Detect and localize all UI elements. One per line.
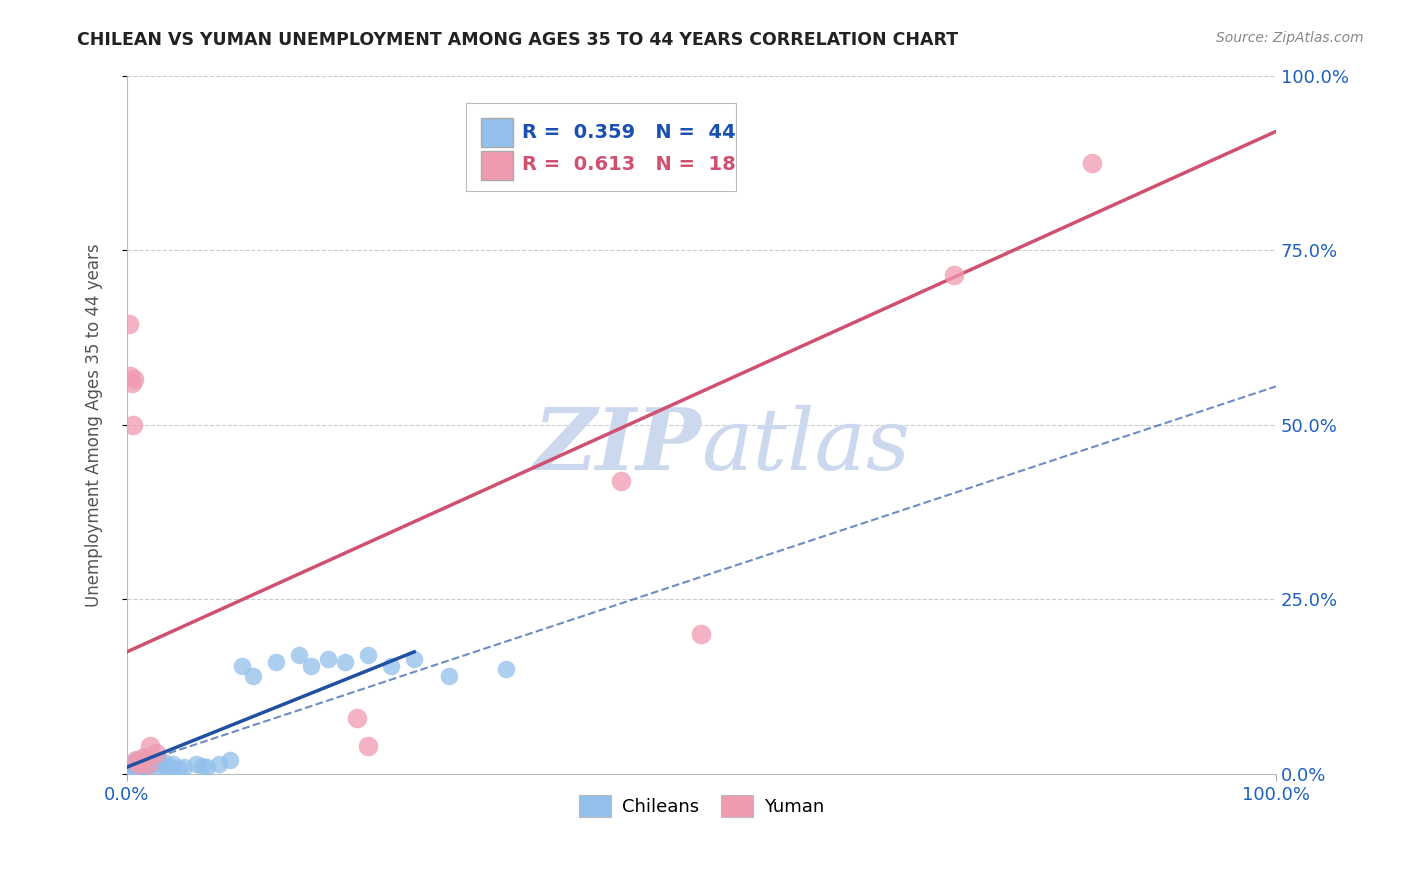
Point: [1081, 156, 1104, 170]
Point: [124, 755, 146, 769]
Text: CHILEAN VS YUMAN UNEMPLOYMENT AMONG AGES 35 TO 44 YEARS CORRELATION CHART: CHILEAN VS YUMAN UNEMPLOYMENT AMONG AGES…: [77, 31, 959, 49]
Legend: Chileans, Yuman: Chileans, Yuman: [571, 788, 831, 824]
Point: [156, 758, 179, 772]
Point: [346, 711, 368, 725]
Point: [148, 758, 170, 772]
Point: [125, 753, 148, 767]
Point: [231, 658, 253, 673]
Point: [118, 317, 141, 331]
Point: [943, 268, 966, 282]
Point: [145, 746, 167, 760]
Point: [121, 758, 143, 772]
Point: [299, 658, 322, 673]
Point: [159, 760, 181, 774]
Point: [134, 753, 156, 767]
Point: [242, 669, 264, 683]
Point: [190, 758, 212, 772]
Point: [266, 656, 288, 670]
Point: [357, 739, 380, 754]
Point: [184, 756, 207, 771]
Point: [128, 758, 150, 772]
FancyBboxPatch shape: [465, 103, 735, 191]
Point: [139, 739, 162, 754]
Point: [150, 756, 173, 771]
Point: [380, 658, 402, 673]
Point: [125, 753, 148, 767]
Point: [120, 762, 142, 776]
Point: [288, 648, 311, 663]
Point: [121, 376, 143, 390]
Point: [127, 756, 149, 771]
Point: [690, 627, 713, 641]
Point: [195, 760, 218, 774]
Point: [120, 368, 142, 383]
Point: [173, 760, 195, 774]
Point: [404, 652, 426, 666]
Point: [134, 749, 156, 764]
Y-axis label: Unemployment Among Ages 35 to 44 years: Unemployment Among Ages 35 to 44 years: [86, 243, 103, 607]
Text: R =  0.359   N =  44: R = 0.359 N = 44: [522, 122, 735, 142]
FancyBboxPatch shape: [481, 118, 513, 147]
Point: [167, 762, 190, 776]
Point: [610, 474, 633, 488]
Point: [127, 756, 149, 771]
Point: [122, 756, 145, 771]
Point: [134, 758, 156, 772]
Point: [145, 753, 167, 767]
Point: [136, 760, 159, 774]
Point: [316, 652, 339, 666]
Point: [495, 662, 517, 676]
Text: atlas: atlas: [702, 404, 911, 487]
Point: [437, 669, 460, 683]
Point: [152, 755, 174, 769]
Point: [122, 372, 145, 386]
Point: [357, 648, 380, 663]
Point: [139, 756, 162, 771]
Point: [208, 756, 231, 771]
FancyBboxPatch shape: [481, 151, 513, 180]
Point: [121, 417, 143, 432]
Point: [219, 753, 242, 767]
Point: [141, 755, 163, 769]
Text: R =  0.613   N =  18: R = 0.613 N = 18: [522, 155, 735, 175]
Point: [127, 760, 149, 774]
Point: [121, 760, 143, 774]
Point: [118, 764, 141, 778]
Text: Source: ZipAtlas.com: Source: ZipAtlas.com: [1216, 31, 1364, 45]
Point: [132, 755, 155, 769]
Point: [129, 762, 152, 776]
Point: [136, 756, 159, 771]
Point: [131, 756, 153, 771]
Point: [335, 656, 357, 670]
Text: ZIP: ZIP: [533, 404, 702, 488]
Point: [162, 756, 184, 771]
Point: [129, 753, 152, 767]
